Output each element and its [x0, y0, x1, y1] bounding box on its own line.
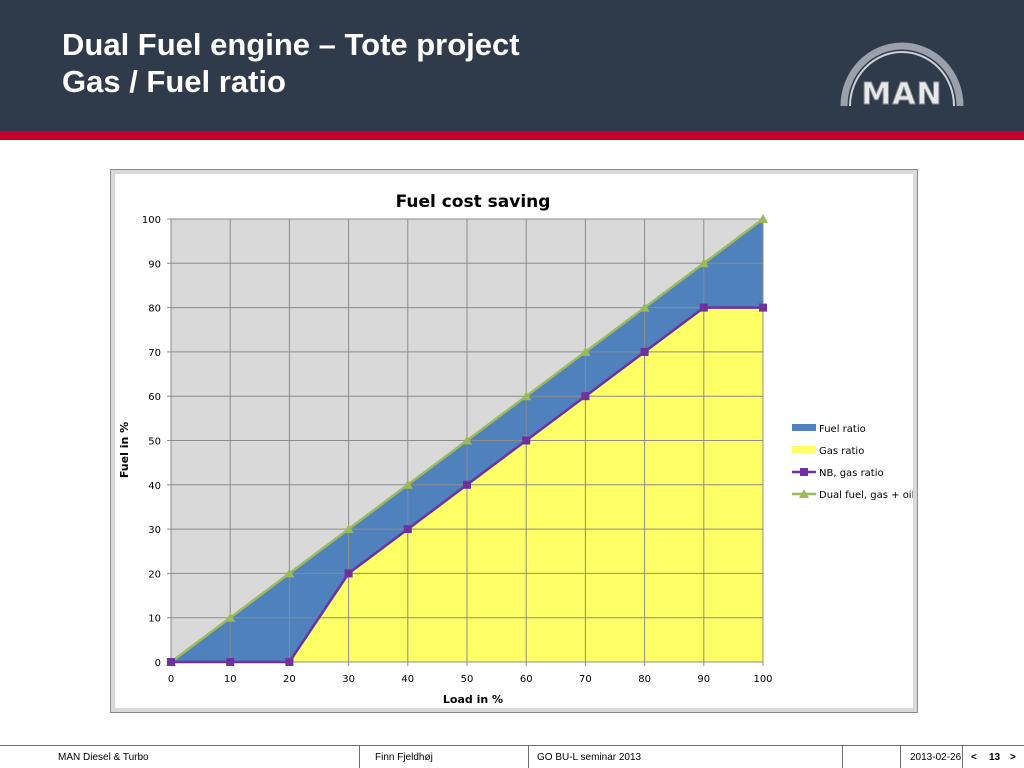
x-axis-label: Load in % — [443, 693, 503, 706]
x-tick-label: 0 — [168, 674, 174, 685]
x-tick-label: 40 — [401, 674, 414, 685]
x-tick-label: 80 — [638, 674, 651, 685]
footer-separator — [900, 746, 901, 768]
footer-event: GO BU-L seminar 2013 — [537, 752, 641, 763]
y-tick-label: 70 — [148, 348, 161, 359]
nb-gas-ratio-point — [641, 348, 649, 356]
nb-gas-ratio-point — [404, 525, 412, 533]
nb-gas-ratio-point — [167, 658, 175, 666]
y-tick-label: 40 — [148, 481, 161, 492]
next-slide-button[interactable]: > — [1010, 752, 1016, 763]
nb-gas-ratio-point — [345, 569, 353, 577]
page-number: 13 — [989, 752, 1000, 763]
y-tick-label: 80 — [148, 304, 161, 315]
header-accent-bar — [0, 131, 1024, 140]
legend-item-gas-ratio-swatch — [792, 446, 816, 453]
legend-item-nb-gas-ratio-label: NB, gas ratio — [819, 468, 884, 479]
chart-area: Fuel cost saving 0 10 20 30 40 50 60 70 80 90 100 0… — [115, 174, 913, 708]
slide-title: Dual Fuel engine – Tote project Gas / Fu… — [62, 26, 520, 100]
nb-gas-ratio-point — [463, 481, 471, 489]
x-tick-label: 70 — [579, 674, 592, 685]
fuel-cost-saving-chart: Fuel cost saving 0 10 20 30 40 50 60 70 80 90 100 0… — [115, 174, 913, 708]
y-tick-label: 100 — [142, 215, 161, 226]
footer-separator — [842, 746, 843, 768]
y-axis-label: Fuel in % — [118, 422, 131, 478]
x-tick-label: 60 — [520, 674, 533, 685]
y-tick-label: 50 — [148, 437, 161, 448]
x-tick-label: 20 — [283, 674, 296, 685]
man-logo-icon: MAN — [838, 36, 966, 108]
y-tick-label: 60 — [148, 392, 161, 403]
x-tick-label: 10 — [224, 674, 237, 685]
footer-separator — [359, 746, 360, 768]
y-tick-label: 0 — [155, 658, 161, 669]
x-tick-label: 100 — [753, 674, 772, 685]
footer-company: MAN Diesel & Turbo — [58, 752, 149, 763]
slide-title-line-2: Gas / Fuel ratio — [62, 63, 520, 100]
chart-frame: Fuel cost saving 0 10 20 30 40 50 60 70 80 90 100 0… — [110, 169, 918, 713]
legend-item-dual-fuel-gas-oil-label: Dual fuel, gas + oil — [819, 490, 913, 501]
nb-gas-ratio-point — [285, 658, 293, 666]
y-tick-label: 90 — [148, 259, 161, 270]
footer-separator — [962, 746, 963, 768]
nb-gas-ratio-point — [522, 437, 530, 445]
footer-separator — [528, 746, 529, 768]
legend-item-fuel-ratio-label: Fuel ratio — [819, 424, 866, 435]
chart-title: Fuel cost saving — [396, 192, 551, 212]
y-tick-label: 10 — [148, 614, 161, 625]
prev-slide-button[interactable]: < — [971, 752, 977, 763]
legend-item-nb-gas-ratio-marker — [800, 468, 808, 476]
man-logo-text: MAN — [861, 77, 942, 108]
footer-date: 2013-02-26 — [910, 752, 961, 763]
x-tick-label: 50 — [461, 674, 474, 685]
nb-gas-ratio-point — [759, 304, 767, 312]
nb-gas-ratio-point — [226, 658, 234, 666]
nb-gas-ratio-point — [700, 304, 708, 312]
footer-divider — [0, 745, 1024, 746]
slide-header: Dual Fuel engine – Tote project Gas / Fu… — [0, 0, 1024, 131]
x-tick-label: 30 — [342, 674, 355, 685]
legend-item-gas-ratio-label: Gas ratio — [819, 446, 864, 457]
y-tick-label: 30 — [148, 525, 161, 536]
legend-item-fuel-ratio-swatch — [792, 424, 816, 431]
nb-gas-ratio-point — [581, 392, 589, 400]
y-tick-label: 20 — [148, 569, 161, 580]
footer-author: Finn Fjeldhøj — [375, 752, 433, 763]
slide-title-line-1: Dual Fuel engine – Tote project — [62, 26, 520, 63]
x-tick-label: 90 — [697, 674, 710, 685]
chart-legend: Fuel ratio Gas ratio NB, gas ratio Dual fue… — [792, 424, 913, 501]
